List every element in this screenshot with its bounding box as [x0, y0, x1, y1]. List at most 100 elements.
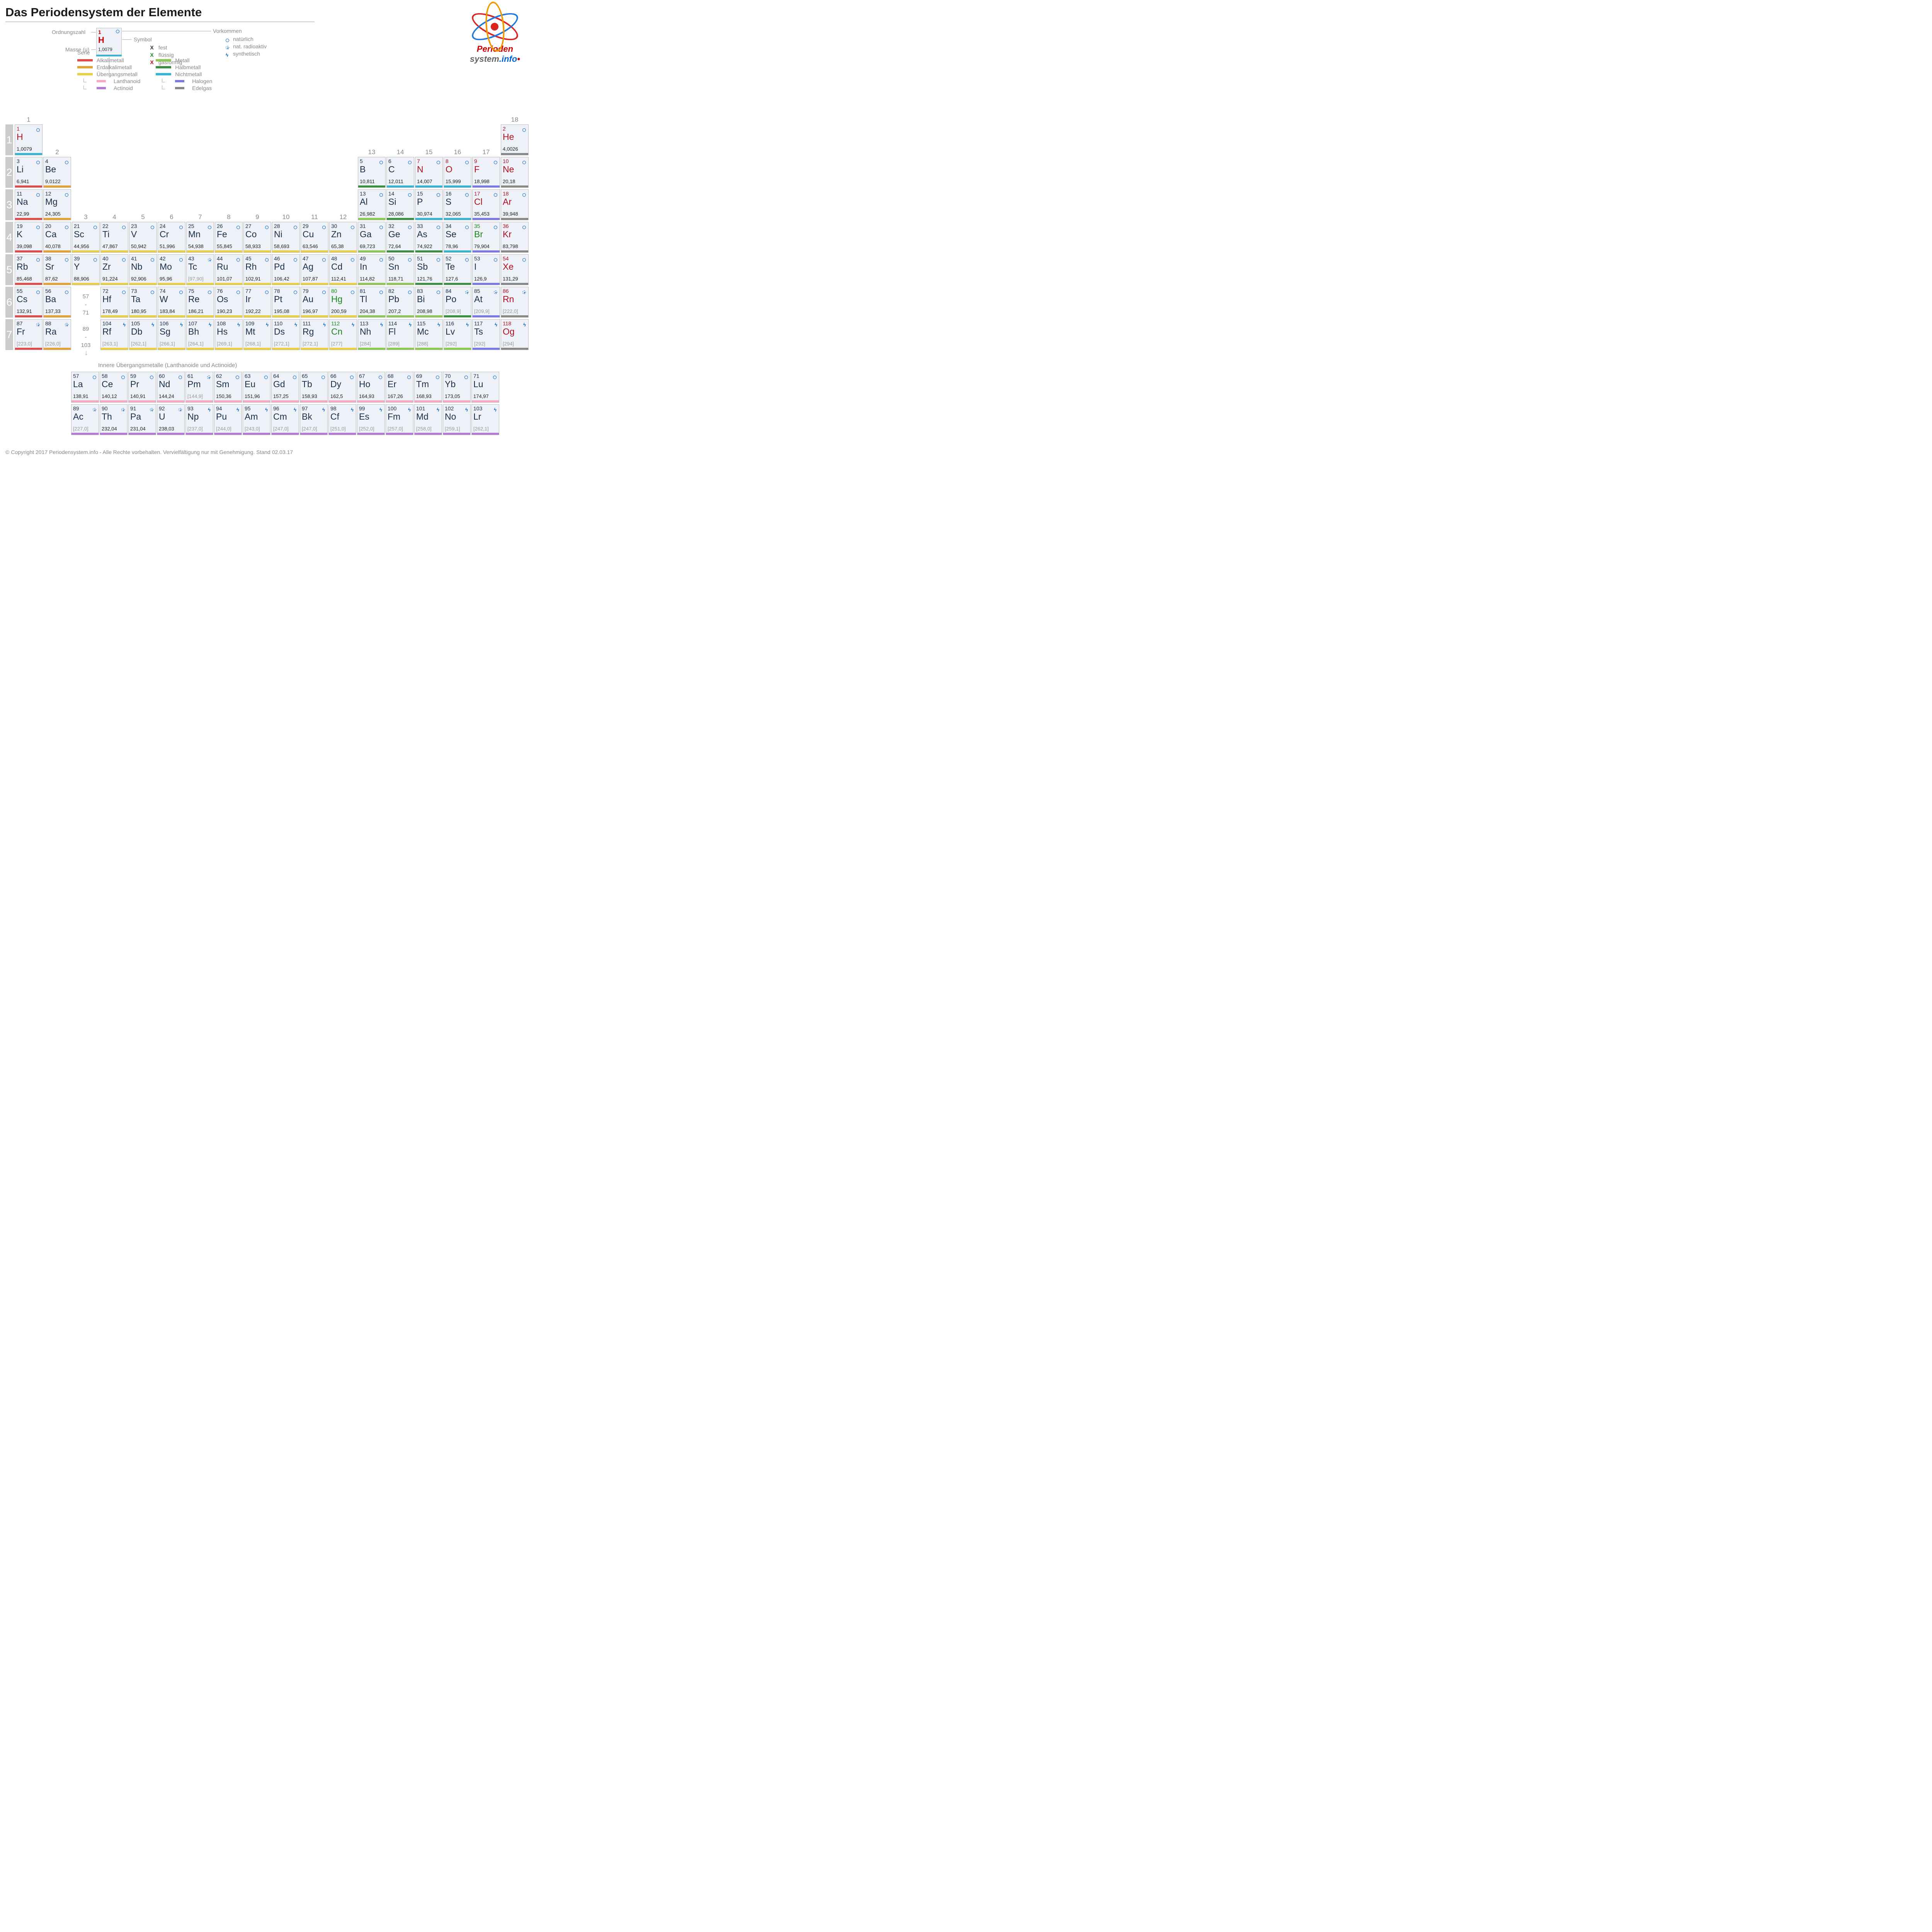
natural-icon	[322, 258, 326, 262]
element-occurrence	[94, 224, 97, 231]
element-cell-Li: 3 Li 6,941	[15, 157, 43, 188]
element-number: 3	[17, 158, 20, 164]
element-number: 67	[359, 373, 365, 379]
natural-icon	[465, 161, 469, 164]
element-cell-Kr: 36 Kr 83,798	[501, 222, 529, 253]
element-series-bar	[501, 153, 528, 155]
element-cell-Bk: 97 Bk [247,0] ϟ	[300, 404, 328, 435]
group-label: 4	[100, 213, 128, 221]
element-cell-Eu: 63 Eu 151,96	[243, 372, 270, 403]
element-mass: [272,1]	[303, 341, 318, 347]
natural-icon	[236, 376, 239, 379]
group-label: 10	[272, 213, 300, 221]
element-series-bar	[386, 433, 413, 435]
element-series-bar	[301, 315, 328, 317]
element-series-bar	[187, 315, 214, 317]
element-number: 21	[74, 223, 80, 229]
element-occurrence	[408, 159, 412, 166]
element-series-bar	[330, 283, 357, 285]
element-mass: 207,2	[388, 308, 401, 314]
element-mass: 167,26	[388, 393, 403, 399]
element-number: 7	[417, 158, 420, 164]
natural-icon	[93, 376, 96, 379]
element-symbol: Cd	[331, 262, 342, 272]
element-mass: 69,723	[360, 243, 375, 249]
element-symbol: Pb	[388, 294, 399, 304]
element-number: 112	[331, 320, 340, 327]
element-series-bar	[415, 348, 442, 350]
element-number: 56	[45, 288, 51, 294]
element-mass: 87,62	[45, 276, 58, 282]
natural-icon	[294, 226, 297, 229]
element-series-bar	[386, 400, 413, 402]
element-number: 99	[359, 405, 365, 412]
element-series-bar	[358, 250, 385, 252]
element-symbol: N	[417, 164, 423, 175]
element-series-bar	[473, 348, 500, 350]
element-series-bar	[329, 400, 356, 402]
element-cell-Am: 95 Am [243,0] ϟ	[243, 404, 270, 435]
element-number: 85	[474, 288, 480, 294]
element-symbol: Gd	[273, 379, 285, 389]
element-occurrence	[522, 224, 526, 231]
element-mass: 126,9	[474, 276, 487, 282]
element-mass: 138,91	[73, 393, 88, 399]
element-occurrence	[208, 224, 211, 231]
radioactive-icon	[494, 291, 497, 294]
element-cell-Ca: 20 Ca 40,078	[43, 222, 71, 253]
element-symbol: At	[474, 294, 483, 304]
element-occurrence	[36, 192, 40, 199]
natural-icon	[322, 226, 326, 229]
element-symbol: F	[474, 164, 480, 175]
element-number: 81	[360, 288, 366, 294]
element-cell-Sr: 38 Sr 87,62	[43, 254, 71, 285]
element-number: 71	[473, 373, 480, 379]
element-cell-Pr: 59 Pr 140,91	[128, 372, 156, 403]
element-number: 39	[74, 255, 80, 262]
element-mass: [266,1]	[160, 341, 175, 347]
element-occurrence: ϟ	[409, 321, 412, 328]
natural-icon	[294, 258, 297, 262]
element-series-bar	[357, 433, 384, 435]
element-cell-Pa: 91 Pa 231,04	[128, 404, 156, 435]
element-cell-Ne: 10 Ne 20,18	[501, 157, 529, 188]
element-mass: 158,93	[302, 393, 317, 399]
element-number: 100	[388, 405, 396, 412]
element-occurrence	[65, 289, 68, 296]
element-symbol: Cm	[273, 412, 287, 422]
element-occurrence	[294, 257, 297, 264]
element-mass: [258,0]	[416, 426, 432, 432]
element-symbol: Sg	[160, 327, 170, 337]
element-symbol: Ag	[303, 262, 313, 272]
occurrence-legend: natürlichnat. radioaktivϟsynthetisch	[226, 29, 267, 58]
element-occurrence	[293, 374, 296, 381]
element-mass: [247,0]	[273, 426, 289, 432]
element-cell-H: 1 H 1,0079	[15, 124, 43, 155]
series-label: Actinoid	[114, 85, 133, 91]
synthetic-icon: ϟ	[352, 322, 354, 328]
natural-icon	[437, 258, 440, 262]
element-series-bar	[15, 185, 42, 187]
element-symbol: K	[17, 229, 22, 240]
element-series-bar	[187, 348, 214, 350]
element-cell-Au: 79 Au 196,97	[301, 287, 328, 318]
element-series-bar	[387, 250, 414, 252]
element-symbol: Fe	[217, 229, 227, 240]
element-number: 78	[274, 288, 280, 294]
element-mass: 40,078	[45, 243, 61, 249]
natural-icon	[36, 161, 40, 164]
element-series-bar	[272, 348, 299, 350]
element-number: 17	[474, 190, 480, 197]
element-number: 57	[73, 373, 79, 379]
element-mass: [227,0]	[73, 426, 88, 432]
element-symbol: W	[160, 294, 168, 304]
element-series-bar	[387, 283, 414, 285]
element-occurrence	[522, 257, 526, 264]
element-occurrence	[151, 224, 154, 231]
element-occurrence	[437, 289, 440, 296]
element-number: 29	[303, 223, 309, 229]
element-occurrence	[493, 374, 497, 381]
element-cell-Y: 39 Y 88,906	[72, 254, 100, 285]
element-symbol: V	[131, 229, 137, 240]
element-number: 89	[73, 405, 79, 412]
